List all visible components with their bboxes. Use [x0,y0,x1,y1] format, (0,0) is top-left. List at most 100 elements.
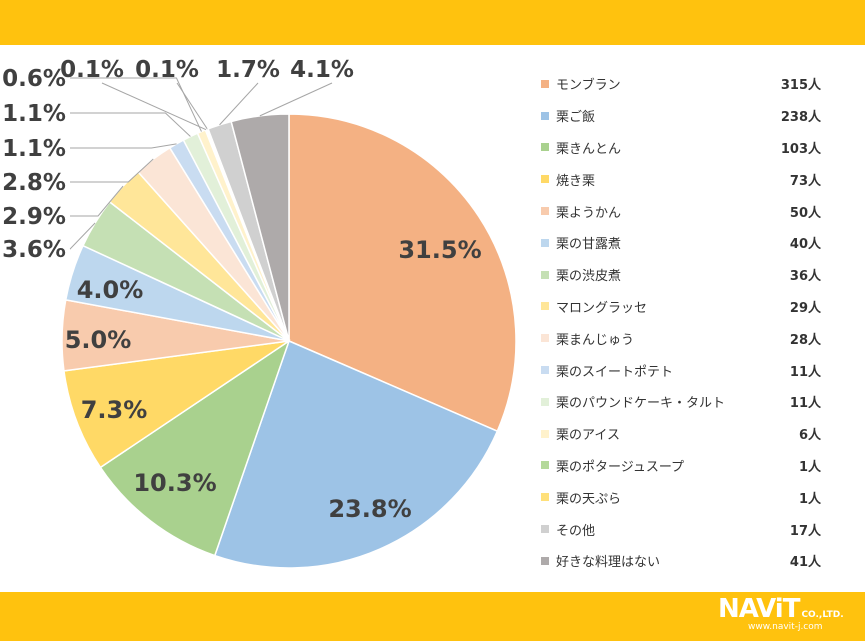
legend-swatch [541,270,549,279]
legend-item: 栗のスイートポテト 11人 [541,354,821,386]
legend-count: 17人 [789,523,821,539]
legend-count: 40人 [789,237,821,253]
leader-line [70,185,124,217]
legend-swatch [541,302,549,311]
legend-label: マロングラッセ [556,300,648,316]
legend-swatch [541,111,549,120]
legend-swatch [541,238,549,247]
legend-swatch [541,79,549,88]
legend-label: 栗のアイス [556,428,620,444]
slice-percent-label: 4.0% [77,276,144,304]
legend-count: 73人 [789,173,821,189]
legend-swatch [541,397,549,406]
legend-item: 栗の渋皮煮 36人 [541,259,821,291]
legend-label: 栗のパウンドケーキ・タルト [556,396,726,412]
slice-percent-label: 0.1% [135,57,199,83]
legend-count: 315人 [780,78,821,94]
legend-item: 栗の天ぷら 1人 [541,481,821,513]
pie-slice [288,113,517,433]
legend-swatch [541,366,549,375]
legend-swatch [541,175,549,184]
bottom-band [0,592,865,641]
legend-item: 栗まんじゅう 28人 [541,322,821,354]
legend-label: 栗きんとん [556,141,622,157]
legend-label: その他 [556,523,596,539]
logo-main-text: NAViT [718,594,800,624]
legend-swatch [541,207,549,216]
legend-swatch [541,525,549,534]
legend-swatch [541,556,549,565]
legend-item: 栗きんとん 103人 [541,132,821,164]
slice-percent-label: 2.9% [2,204,66,230]
legend-swatch [541,429,549,438]
logo-url-text: www.navit-j.com [748,622,823,632]
legend-count: 29人 [789,300,821,316]
leader-line [219,82,259,126]
legend-swatch [541,461,549,470]
legend-item: その他 17人 [541,513,821,545]
legend-swatch [541,334,549,343]
legend-item: モンブラン 315人 [541,68,821,100]
legend-label: 栗のポタージュスープ [556,459,685,475]
leader-line [70,158,154,183]
legend-item: 好きな料理はない 41人 [541,545,821,577]
legend-swatch [541,143,549,152]
slice-percent-label: 0.1% [60,57,124,83]
legend-label: 栗のスイートポテト [556,364,674,380]
pie-slice [213,339,499,569]
legend-count: 11人 [789,364,821,380]
legend-count: 50人 [789,205,821,221]
leader-line [70,112,191,137]
slice-percent-label: 4.1% [290,57,354,83]
legend-label: 焼き栗 [556,173,596,189]
legend-label: 栗の渋皮煮 [556,269,622,285]
legend-count: 6人 [798,428,821,444]
legend-label: 栗の甘露煮 [556,237,622,253]
leader-line [70,143,177,149]
legend-count: 41人 [789,555,821,571]
legend-label: 好きな料理はない [556,555,661,571]
legend-count: 238人 [780,110,821,126]
legend-count: 1人 [798,491,821,507]
pie-slice [63,340,290,469]
slice-percent-label: 10.3% [133,469,216,497]
pie-slice [99,339,291,557]
legend-label: 栗まんじゅう [556,332,635,348]
legend-label: 栗の天ぷら [556,491,622,507]
slice-percent-label: 23.8% [328,495,411,523]
slice-percent-label: 1.7% [216,57,280,83]
legend-label: モンブラン [556,78,621,94]
leader-line [259,82,333,117]
legend-item: 焼き栗 73人 [541,163,821,195]
legend-count: 28人 [789,332,821,348]
legend-item: 栗ようかん 50人 [541,195,821,227]
legend-item: 栗のパウンドケーキ・タルト 11人 [541,386,821,418]
legend-label: 栗ご飯 [556,110,596,126]
slice-percent-label: 5.0% [65,326,132,354]
legend-item: 栗のアイス 6人 [541,418,821,450]
leader-line [70,77,202,132]
slice-percent-label: 2.8% [2,170,66,196]
slice-percent-label: 1.1% [2,136,66,162]
legend-item: 栗のポタージュスープ 1人 [541,450,821,482]
legend-count: 1人 [798,459,821,475]
legend-item: マロングラッセ 29人 [541,291,821,323]
slice-percent-label: 3.6% [2,237,66,263]
leader-line [69,222,96,250]
pie-slice [230,113,290,342]
slice-percent-label: 7.3% [81,396,148,424]
legend-item: 栗ご飯 238人 [541,100,821,132]
leader-line [101,82,207,131]
slice-percent-label: 31.5% [398,236,481,264]
slice-percent-label: 1.1% [2,101,66,127]
legend-item: 栗の甘露煮 40人 [541,227,821,259]
logo-co-text: CO.,LTD. [801,610,844,620]
navit-logo: NAViT CO.,LTD. www.navit-j.com [718,596,858,636]
legend-count: 103人 [780,141,821,157]
slice-percent-label: 0.6% [2,66,66,92]
legend-count: 36人 [789,269,821,285]
legend-count: 11人 [789,396,821,412]
legend-label: 栗ようかん [556,205,622,221]
leader-line [176,82,208,130]
